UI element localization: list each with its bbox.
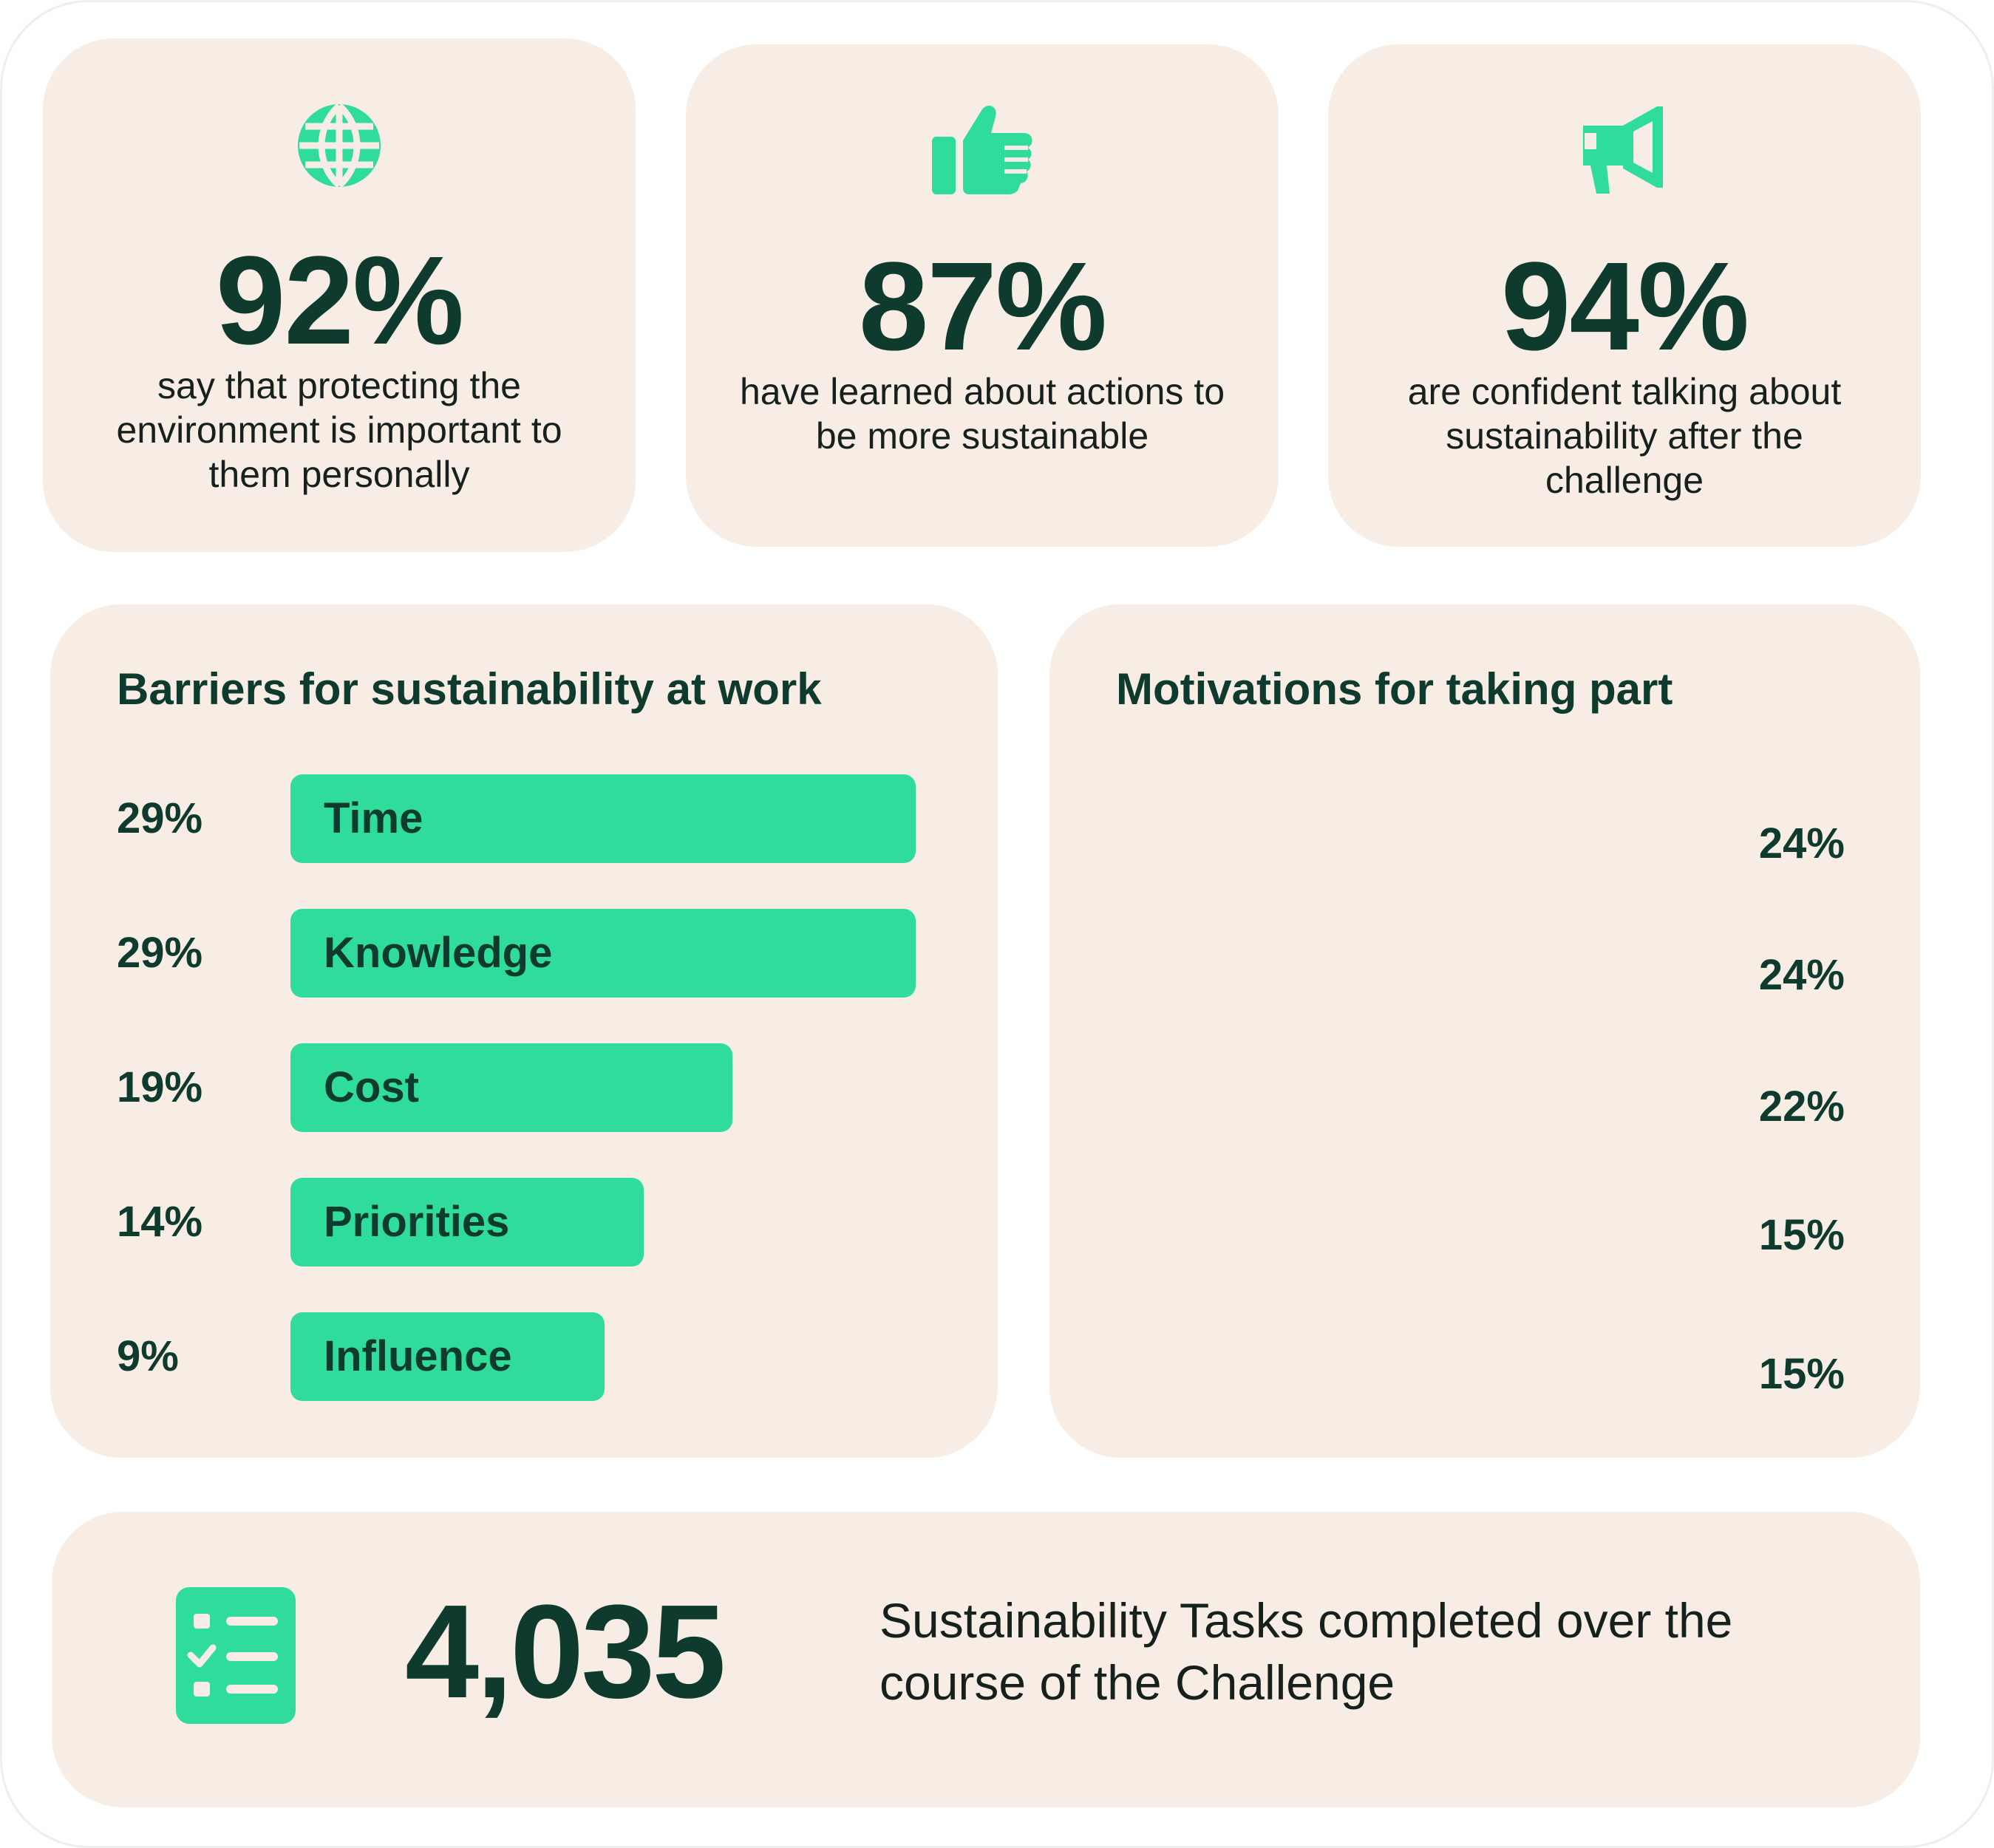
stat-value: 87% xyxy=(858,236,1107,377)
checklist-icon xyxy=(176,1587,296,1728)
bar-category-label: Time xyxy=(324,794,423,842)
motivations-panel: Motivations for taking part 24% 24% 22% … xyxy=(1049,604,1920,1458)
bar-category-label: Cost xyxy=(324,1063,419,1111)
barriers-panel: Barriers for sustainability at work 29% … xyxy=(50,604,998,1458)
globe-icon xyxy=(295,101,384,194)
stat-description: say that protecting the environment is i… xyxy=(116,365,562,495)
bar-value-label: 19% xyxy=(117,1063,203,1111)
megaphone-icon xyxy=(1580,103,1669,200)
motivation-value-label: 22% xyxy=(1758,1082,1845,1131)
bar-category-label: Knowledge xyxy=(324,929,553,977)
tasks-total-description: Sustainability Tasks completed over the … xyxy=(879,1593,1733,1710)
motivation-value-label: 15% xyxy=(1758,1350,1845,1398)
stat-card-2: 87% have learned about actions to be mor… xyxy=(686,44,1279,547)
bar xyxy=(290,1178,644,1266)
barriers-title: Barriers for sustainability at work xyxy=(117,664,822,714)
thumbs-up-icon xyxy=(930,103,1034,200)
stat-description: have learned about actions to be more su… xyxy=(739,371,1225,457)
bar xyxy=(290,909,916,998)
stat-card-1: 92% say that protecting the environment … xyxy=(43,38,636,552)
bar-category-label: Priorities xyxy=(324,1198,510,1246)
motivation-value-label: 15% xyxy=(1758,1211,1845,1259)
stat-description: are confident talking about sustainabili… xyxy=(1407,371,1842,501)
bar-value-label: 9% xyxy=(117,1332,179,1380)
bar xyxy=(290,774,916,863)
stat-value: 92% xyxy=(215,231,464,371)
bar-value-label: 14% xyxy=(117,1198,203,1246)
bar-value-label: 29% xyxy=(117,794,203,842)
stat-card-3: 94% are confident talking about sustaina… xyxy=(1328,44,1921,547)
bar xyxy=(290,1312,605,1401)
tasks-total-card: 4,035 Sustainability Tasks completed ove… xyxy=(52,1512,1920,1807)
motivation-value-label: 24% xyxy=(1758,819,1845,867)
stat-value: 94% xyxy=(1500,236,1749,377)
bar xyxy=(290,1043,732,1132)
tasks-total-value: 4,035 xyxy=(405,1578,726,1726)
bar-value-label: 29% xyxy=(117,929,203,977)
bar-category-label: Influence xyxy=(324,1332,512,1380)
motivations-title: Motivations for taking part xyxy=(1116,664,1673,714)
motivation-value-label: 24% xyxy=(1758,951,1845,999)
